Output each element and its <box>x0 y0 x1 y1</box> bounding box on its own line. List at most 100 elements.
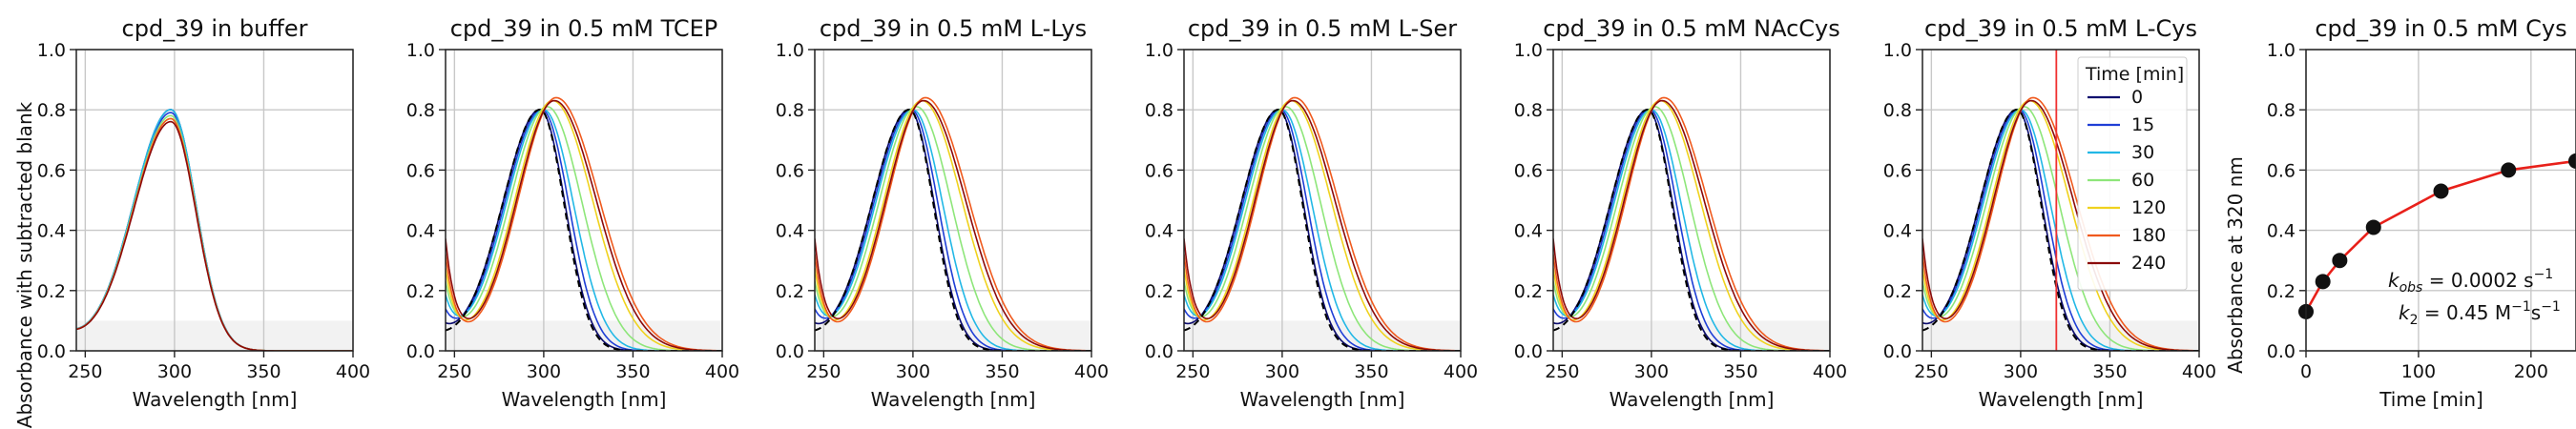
plot-area <box>76 109 353 351</box>
x-axis-label: Wavelength [nm] <box>1610 388 1775 411</box>
x-tick-label: 400 <box>705 361 739 382</box>
spectrum-line-1 <box>446 109 722 351</box>
panel-title: cpd_39 in 0.5 mM TCEP <box>450 15 718 42</box>
spectrum-line-4 <box>76 117 353 351</box>
y-tick-label: 0.4 <box>2267 221 2296 242</box>
x-tick-label: 250 <box>1545 361 1579 382</box>
y-tick-label: 0.8 <box>406 100 435 121</box>
panel-2: 0.0 0.2 0.4 0.6 0.8 1.0 250 300 350 400 Wavelength… <box>406 15 739 411</box>
spectrum-line-2 <box>1184 109 1461 351</box>
spectrum-line-1 <box>815 109 1091 351</box>
y-tick-label: 0.6 <box>1145 160 1174 181</box>
spectrum-line-4 <box>1184 99 1461 351</box>
shaded-band <box>1184 320 1461 351</box>
spectrum-line-6 <box>1553 99 1830 351</box>
spectrum-line-4 <box>446 99 722 351</box>
y-tick-label: 0.2 <box>37 281 66 302</box>
legend-label-6: 240 <box>2131 253 2166 274</box>
spectrum-line-6 <box>446 99 722 351</box>
plot-frame <box>2305 49 2576 352</box>
legend-label-1: 15 <box>2131 114 2154 135</box>
y-tick-label: 0.8 <box>37 100 66 121</box>
panel-1: 0.0 0.2 0.4 0.6 0.8 1.0 250 300 350 400 Wavelength… <box>37 15 370 411</box>
x-tick-label: 300 <box>1634 361 1669 382</box>
reference-spectrum-dashed <box>1553 108 1830 351</box>
y-tick-label: 0.8 <box>1883 100 1912 121</box>
y-tick-label: 0.6 <box>776 160 804 181</box>
y-tick-label: 0.2 <box>2267 281 2296 302</box>
x-tick-label: 300 <box>896 361 930 382</box>
shaded-band <box>815 320 1091 351</box>
data-point-4 <box>2433 183 2449 199</box>
x-tick-label: 200 <box>2514 361 2548 382</box>
spectrum-line-5 <box>446 96 722 351</box>
y-tick-label: 1.0 <box>2267 40 2296 61</box>
x-tick-label: 300 <box>157 361 192 382</box>
x-tick-label: 250 <box>1914 361 1948 382</box>
panel-title: cpd_39 in 0.5 mM L-Ser <box>1188 15 1457 42</box>
spectrum-line-4 <box>1922 99 2199 351</box>
legend-label-2: 30 <box>2131 142 2154 163</box>
y-tick-label: 0.4 <box>37 221 66 242</box>
spectrum-line-0 <box>1553 109 1830 351</box>
spectrum-line-0 <box>815 109 1091 351</box>
spectrum-line-1 <box>1184 109 1461 351</box>
data-point-6 <box>2568 153 2576 169</box>
spectrum-line-5 <box>76 117 353 351</box>
plot-area <box>1184 96 1461 351</box>
y-tick-label: 0.4 <box>1145 221 1174 242</box>
k2-annotation: k2 = 0.45 M−1s−1 <box>2399 299 2561 328</box>
x-tick-label: 400 <box>336 361 370 382</box>
reference-spectrum-dashed <box>815 108 1091 351</box>
spectrum-line-1 <box>76 112 353 351</box>
y-tick-label: 0.4 <box>1514 221 1543 242</box>
y-tick-label: 0.0 <box>776 341 804 362</box>
spectrum-line-2 <box>1553 109 1830 351</box>
legend-entries: 0 15 30 60 120 180 240 <box>2088 87 2166 274</box>
panel-title: cpd_39 in 0.5 mM L-Cys <box>1924 15 2197 42</box>
y-tick-label: 0.0 <box>406 341 435 362</box>
y-tick-label: 0.6 <box>1514 160 1543 181</box>
panel-5: 0.0 0.2 0.4 0.6 0.8 1.0 250 300 350 400 Wavelength… <box>1514 15 1847 411</box>
shaded-band <box>1553 320 1830 351</box>
spectrum-line-5 <box>1553 96 1830 351</box>
plot-area <box>815 96 1091 351</box>
kobs-annotation: kobs = 0.0002 s−1 <box>2388 267 2553 296</box>
rate-annotation: kobs = 0.0002 s−1 k2 = 0.45 M−1s−1 <box>2388 267 2561 328</box>
y-tick-label: 0.0 <box>37 341 66 362</box>
y-tick-label: 1.0 <box>1514 40 1543 61</box>
x-tick-label: 350 <box>985 361 1019 382</box>
panel-7: 0.0 0.2 0.4 0.6 0.8 1.0 0 100 200 Time [min] cpd_3… <box>2267 15 2576 411</box>
y-tick-label: 0.6 <box>406 160 435 181</box>
y-tick-label: 0.2 <box>776 281 804 302</box>
shaded-band <box>1922 320 2199 351</box>
y-tick-label: 0.4 <box>776 221 804 242</box>
reference-spectrum-dashed <box>1922 108 2199 351</box>
x-tick-label: 350 <box>1354 361 1388 382</box>
y-tick-label: 0.2 <box>1883 281 1912 302</box>
reference-spectrum-dashed <box>1184 108 1461 351</box>
spectrum-line-5 <box>1922 96 2199 351</box>
plot-area <box>1922 50 2199 351</box>
shaded-band <box>446 320 722 351</box>
x-tick-label: 250 <box>1175 361 1210 382</box>
spectrum-line-5 <box>1184 96 1461 351</box>
panel-title: cpd_39 in 0.5 mM Cys <box>2315 15 2566 42</box>
shaded-band <box>76 320 353 351</box>
spectrum-line-6 <box>815 99 1091 351</box>
x-tick-label: 250 <box>437 361 471 382</box>
spectrum-line-5 <box>815 96 1091 351</box>
x-tick-label: 0 <box>2300 361 2312 382</box>
y-tick-label: 1.0 <box>1145 40 1174 61</box>
x-axis-label: Wavelength [nm] <box>1240 388 1405 411</box>
y-tick-label: 0.0 <box>1883 341 1912 362</box>
panel-title: cpd_39 in 0.5 mM NAcCys <box>1543 15 1839 42</box>
x-tick-label: 350 <box>2092 361 2127 382</box>
y-tick-label: 0.8 <box>776 100 804 121</box>
x-tick-label: 300 <box>527 361 561 382</box>
y-tick-label: 0.6 <box>37 160 66 181</box>
x-axis-label: Time [min] <box>2379 388 2483 411</box>
